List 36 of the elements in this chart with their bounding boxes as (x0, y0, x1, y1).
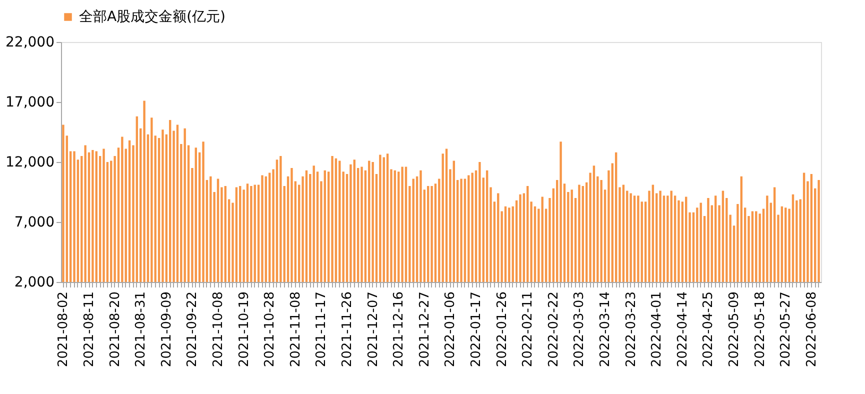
y-tick-label: 2,000 (14, 274, 54, 290)
x-tick-label: 2022-06-08 (804, 292, 820, 368)
legend-label: 全部A股成交金额(亿元) (79, 9, 226, 25)
x-tick-label: 2022-04-14 (675, 292, 690, 368)
x-tick-label: 2022-01-17 (469, 292, 484, 368)
x-tick-label: 2022-02-11 (520, 292, 536, 368)
x-tick-label: 2021-08-11 (82, 292, 98, 368)
x-tick-label: 2022-01-26 (494, 292, 510, 368)
y-tick-label: 22,000 (6, 34, 54, 50)
x-tick-label: 2021-10-08 (211, 292, 226, 368)
x-tick-label: 2021-08-31 (134, 292, 149, 368)
x-tick-label: 2021-12-07 (366, 292, 381, 368)
x-tick-label: 2021-10-19 (236, 292, 252, 368)
x-tick-label: 2022-05-27 (778, 292, 794, 368)
x-tick-label: 2021-11-17 (314, 292, 330, 368)
x-tick-label: 2022-03-03 (572, 292, 588, 368)
x-tick-label: 2022-05-18 (752, 292, 768, 368)
x-tick-label: 2022-02-22 (546, 292, 562, 368)
x-tick-label: 2022-04-25 (701, 292, 716, 368)
x-tick-label: 2022-03-14 (598, 292, 614, 368)
y-tick-label: 7,000 (14, 214, 54, 230)
x-tick-label: 2021-08-02 (56, 292, 72, 368)
x-tick-label: 2022-01-06 (443, 292, 458, 368)
x-tick-label: 2022-05-09 (727, 292, 742, 368)
x-tick-label: 2022-04-01 (650, 292, 665, 368)
y-tick-label: 17,000 (6, 94, 54, 110)
x-tick-label: 2021-08-20 (108, 292, 123, 368)
x-tick-label: 2021-09-09 (159, 292, 174, 368)
x-tick-label: 2021-09-22 (185, 292, 200, 368)
x-tick-label: 2021-11-26 (340, 292, 356, 368)
x-tick-label: 2021-10-28 (262, 292, 278, 368)
x-tick-label: 2021-12-16 (392, 292, 407, 368)
x-tick-label: 2021-11-08 (288, 292, 304, 368)
y-tick-label: 12,000 (6, 154, 54, 170)
x-tick-label: 2022-03-23 (624, 292, 639, 368)
x-tick-label: 2021-12-27 (417, 292, 432, 368)
